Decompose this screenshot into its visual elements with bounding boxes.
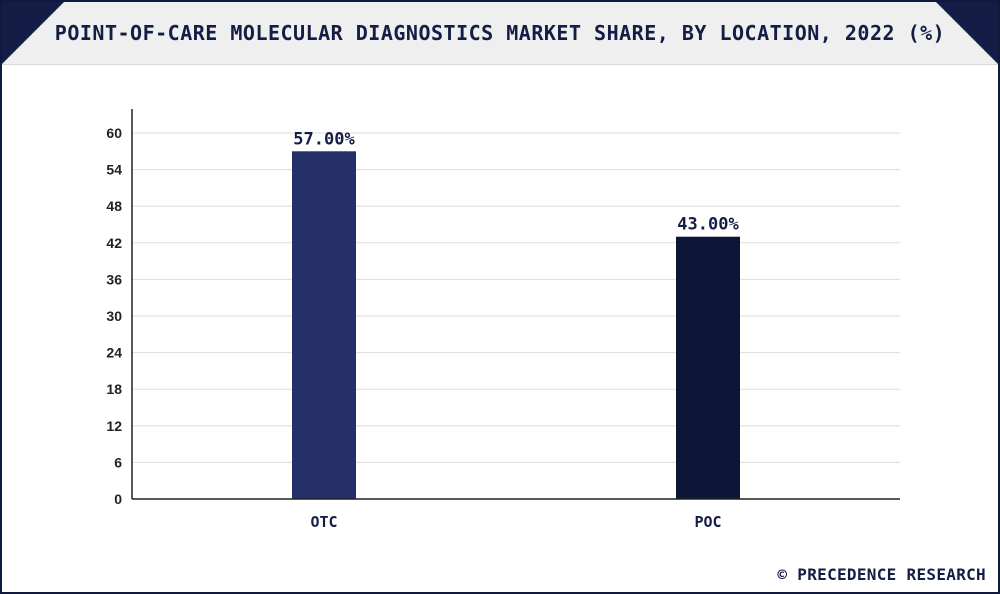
banner-corner-right xyxy=(936,2,998,64)
y-tick-label: 30 xyxy=(106,308,122,324)
y-tick-label: 54 xyxy=(106,162,122,178)
data-label: 57.00% xyxy=(293,129,355,149)
y-tick-label: 6 xyxy=(114,454,122,470)
x-tick-label: POC xyxy=(694,513,721,531)
y-tick-label: 18 xyxy=(106,381,122,397)
chart-title: POINT-OF-CARE MOLECULAR DIAGNOSTICS MARK… xyxy=(54,21,946,45)
y-tick-label: 0 xyxy=(114,491,122,507)
y-tick-label: 60 xyxy=(106,125,122,141)
watermark: © PRECEDENCE RESEARCH xyxy=(777,565,986,584)
y-tick-label: 48 xyxy=(106,198,122,214)
y-tick-label: 42 xyxy=(106,235,122,251)
title-banner: POINT-OF-CARE MOLECULAR DIAGNOSTICS MARK… xyxy=(2,2,998,65)
data-label: 43.00% xyxy=(677,215,739,235)
y-tick-label: 12 xyxy=(106,418,122,434)
x-tick-label: OTC xyxy=(310,513,337,531)
bar-poc xyxy=(676,236,740,499)
bar-otc xyxy=(292,151,356,500)
banner-corner-left xyxy=(2,2,64,64)
y-tick-label: 36 xyxy=(106,271,122,287)
y-tick-label: 24 xyxy=(106,345,122,361)
